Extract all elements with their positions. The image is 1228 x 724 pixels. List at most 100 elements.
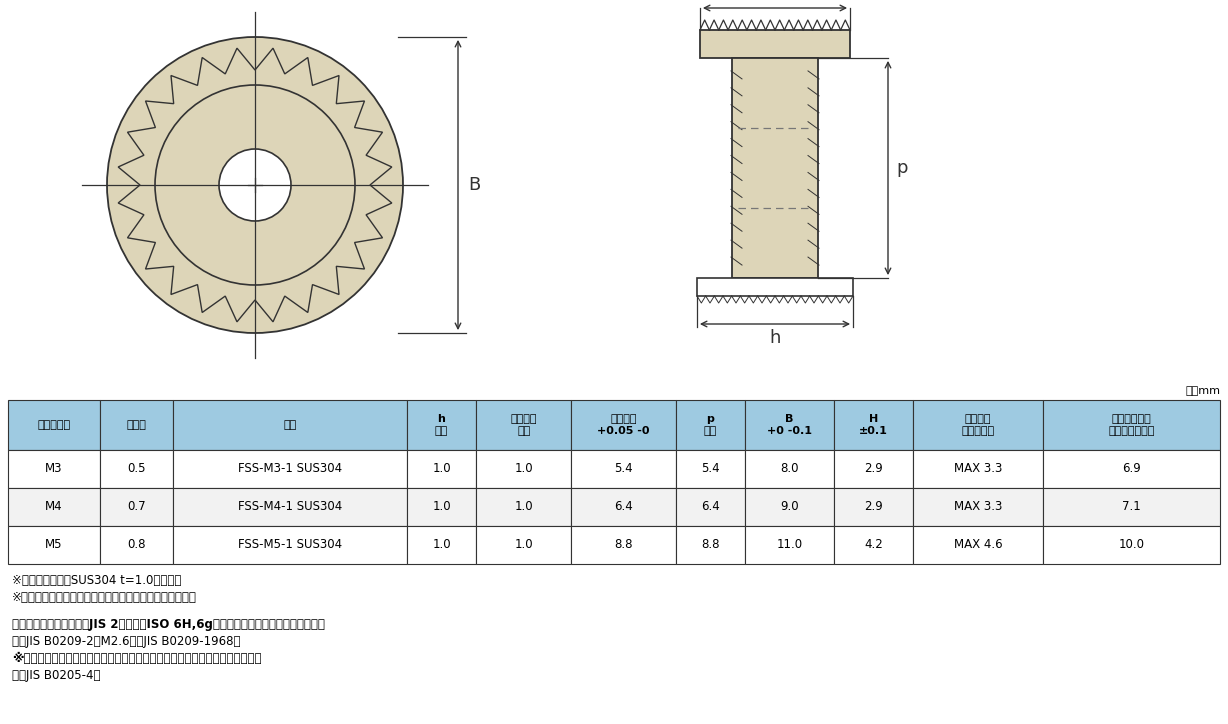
Text: 11.0: 11.0 [776,539,803,552]
Polygon shape [173,488,406,526]
Polygon shape [675,488,745,526]
Polygon shape [406,526,476,564]
Polygon shape [99,526,173,564]
Text: 取付穴径: 取付穴径 [610,414,637,424]
Text: FSS-M5-1 SUS304: FSS-M5-1 SUS304 [237,539,341,552]
Text: 8.8: 8.8 [701,539,720,552]
Polygon shape [700,30,850,58]
Text: M5: M5 [45,539,63,552]
Polygon shape [745,526,834,564]
Polygon shape [173,400,406,450]
Text: （JIS B0209-2、M2.6のみJIS B0209-1968）: （JIS B0209-2、M2.6のみJIS B0209-1968） [12,635,241,648]
Text: 0.5: 0.5 [126,463,145,476]
Text: ※表面処理後や打疵、キズ等による変形時は有効径を基準寸法まで許容する。: ※表面処理後や打疵、キズ等による変形時は有効径を基準寸法まで許容する。 [12,652,262,665]
Polygon shape [834,526,914,564]
Text: 1.0: 1.0 [432,500,451,513]
Text: +0 -0.1: +0 -0.1 [768,426,812,436]
Text: 0.7: 0.7 [126,500,145,513]
Text: ねじの呼び: ねじの呼び [37,420,70,430]
Polygon shape [476,488,571,526]
Polygon shape [118,49,392,322]
Text: 型式: 型式 [282,420,296,430]
Polygon shape [476,450,571,488]
Polygon shape [745,450,834,488]
Text: 9.0: 9.0 [780,500,799,513]
Polygon shape [571,488,675,526]
Text: 2.9: 2.9 [865,500,883,513]
Text: 使用可能: 使用可能 [511,414,537,424]
Polygon shape [914,400,1043,450]
Text: 最大: 最大 [704,426,717,436]
Text: H: H [769,0,782,2]
Text: 単位mm: 単位mm [1185,386,1219,396]
Text: 6.9: 6.9 [1122,463,1141,476]
Polygon shape [745,400,834,450]
Polygon shape [745,488,834,526]
Text: FSS-M3-1 SUS304: FSS-M3-1 SUS304 [237,463,341,476]
Text: 5.4: 5.4 [614,463,632,476]
Polygon shape [834,400,914,450]
Polygon shape [834,488,914,526]
Text: +0.05 -0: +0.05 -0 [597,426,650,436]
Text: p: p [896,159,907,177]
Text: 1.0: 1.0 [515,539,533,552]
Text: ピッチ: ピッチ [126,420,146,430]
Text: ※表記以外のその他寸法についてはお問い合わせ下さい。: ※表記以外のその他寸法についてはお問い合わせ下さい。 [12,591,196,604]
Polygon shape [406,450,476,488]
Text: 2.9: 2.9 [865,463,883,476]
Text: h: h [437,414,446,424]
Text: ※本製品は相手材SUS304 t=1.0用です。: ※本製品は相手材SUS304 t=1.0用です。 [12,574,182,587]
Text: 最大: 最大 [435,426,448,436]
Polygon shape [698,278,853,296]
Text: 弊社規格品のねじ精度はJIS 2級またはISO 6H,6gの有効径範囲を満たすものである。: 弊社規格品のねじ精度はJIS 2級またはISO 6H,6gの有効径範囲を満たすも… [12,618,325,631]
Text: B: B [786,414,793,424]
Text: ±0.1: ±0.1 [860,426,888,436]
Polygon shape [9,526,99,564]
Text: 1.0: 1.0 [432,539,451,552]
Ellipse shape [219,149,291,221]
Text: 5.4: 5.4 [701,463,720,476]
Text: 7.1: 7.1 [1122,500,1141,513]
Polygon shape [99,450,173,488]
Text: 1.0: 1.0 [515,463,533,476]
Text: 1.0: 1.0 [432,463,451,476]
Polygon shape [914,526,1043,564]
Polygon shape [99,488,173,526]
Polygon shape [9,488,99,526]
Polygon shape [675,526,745,564]
Text: 圧入後の: 圧入後の [965,414,991,424]
Polygon shape [1043,450,1219,488]
Polygon shape [571,400,675,450]
Text: 6.4: 6.4 [614,500,632,513]
Text: 8.8: 8.8 [614,539,632,552]
Polygon shape [571,526,675,564]
Text: 10.0: 10.0 [1119,539,1144,552]
Polygon shape [9,450,99,488]
Text: 1.0: 1.0 [515,500,533,513]
Text: 製品の出量: 製品の出量 [962,426,995,436]
Text: MAX 4.6: MAX 4.6 [954,539,1002,552]
Text: FSS-M4-1 SUS304: FSS-M4-1 SUS304 [237,500,341,513]
Text: H: H [869,414,878,424]
Text: 板厘: 板厘 [517,426,530,436]
Polygon shape [476,400,571,450]
Text: MAX 3.3: MAX 3.3 [954,500,1002,513]
Polygon shape [914,488,1043,526]
Text: M4: M4 [45,500,63,513]
Polygon shape [675,400,745,450]
Polygon shape [173,526,406,564]
Text: 板端の最小距離: 板端の最小距離 [1108,426,1154,436]
Text: 8.0: 8.0 [780,463,799,476]
Ellipse shape [107,37,403,333]
Polygon shape [406,400,476,450]
Text: B: B [468,176,480,194]
Polygon shape [406,488,476,526]
Text: （JIS B0205-4）: （JIS B0205-4） [12,669,101,682]
Polygon shape [732,58,818,278]
Polygon shape [173,450,406,488]
Polygon shape [9,400,99,450]
Polygon shape [1043,488,1219,526]
Text: 6.4: 6.4 [701,500,720,513]
Text: 0.8: 0.8 [126,539,145,552]
Text: h: h [769,329,781,347]
